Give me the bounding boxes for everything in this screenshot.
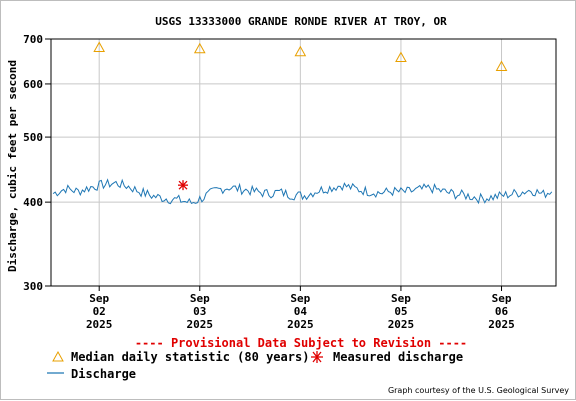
- x-tick-label: Sep 05 2025: [388, 292, 415, 331]
- y-tick-label: 400: [23, 196, 43, 209]
- y-tick-label: 300: [23, 280, 43, 293]
- y-tick-label: 500: [23, 131, 43, 144]
- median-point: [495, 60, 508, 71]
- measured-series: [178, 180, 189, 191]
- median-point: [193, 42, 206, 54]
- credit-text: Graph courtesy of the U.S. Geological Su…: [388, 386, 569, 395]
- y-axis: 300 400 500 600 700: [23, 33, 51, 293]
- discharge-line: [52, 178, 553, 205]
- x-tick-label: Sep 06 2025: [488, 292, 515, 331]
- chart-title: USGS 13333000 GRANDE RONDE RIVER AT TROY…: [155, 15, 447, 28]
- x-tick-label: Sep 04 2025: [287, 292, 314, 331]
- legend-discharge-label: Discharge: [71, 367, 136, 381]
- legend: Median daily statistic (80 years) Measur…: [47, 350, 463, 381]
- x-tick-label: Sep 02 2025: [86, 292, 113, 331]
- y-axis-label: Discharge, cubic feet per second: [6, 60, 19, 272]
- grid-lines: [51, 38, 556, 287]
- median-point: [294, 45, 307, 57]
- provisional-note: ---- Provisional Data Subject to Revisio…: [135, 336, 467, 350]
- measured-legend-star-icon: [311, 351, 323, 363]
- median-point: [93, 41, 106, 52]
- y-tick-label: 600: [23, 78, 43, 91]
- median-legend-triangle-icon: [52, 350, 64, 362]
- median-series: [93, 41, 508, 71]
- plot-area: [50, 38, 557, 287]
- discharge-series: [52, 178, 553, 205]
- x-tick-label: Sep 03 2025: [187, 292, 214, 331]
- measured-point: [178, 180, 189, 191]
- legend-measured-label: Measured discharge: [333, 350, 463, 364]
- x-axis: Sep 02 2025 Sep 03 2025 Sep 04 2025 Sep 05 2025 Sep 0…: [86, 286, 515, 331]
- median-point: [395, 51, 407, 62]
- y-tick-label: 700: [23, 33, 43, 46]
- legend-median-label: Median daily statistic (80 years): [71, 350, 309, 364]
